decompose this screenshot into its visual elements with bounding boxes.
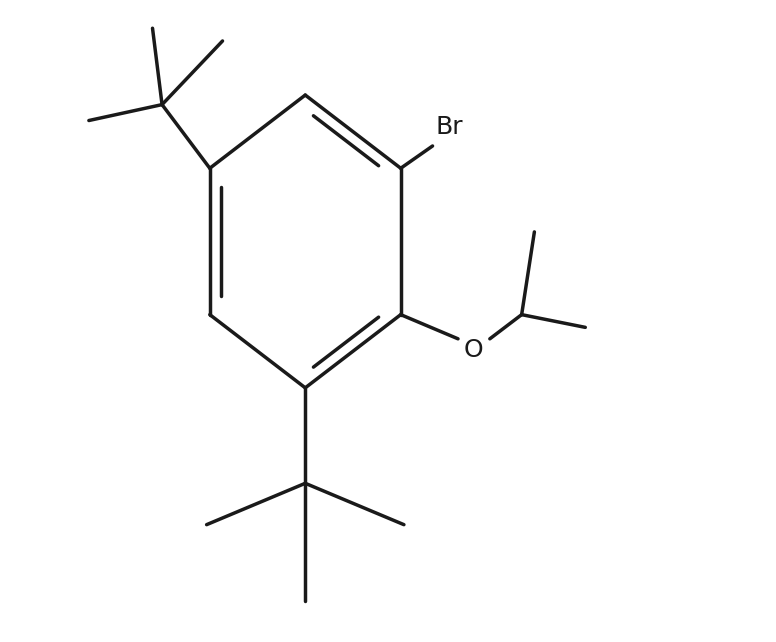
Text: O: O [464,338,483,361]
Text: Br: Br [436,115,463,139]
